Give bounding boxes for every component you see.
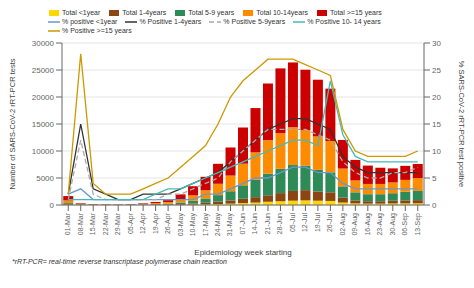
html-text:% Positive 1-4years: % Positive 1-4years bbox=[139, 18, 202, 25]
svg-text:15000: 15000 bbox=[32, 120, 55, 129]
svg-text:24-May: 24-May bbox=[214, 213, 222, 237]
svg-text:20: 20 bbox=[432, 93, 441, 102]
svg-text:5000: 5000 bbox=[36, 174, 54, 183]
svg-text:0: 0 bbox=[50, 201, 55, 210]
svg-text:23-Aug: 23-Aug bbox=[376, 213, 384, 236]
svg-text:05-Apr: 05-Apr bbox=[127, 212, 135, 234]
svg-text:Number of SARS-CoV-2 rRT-PCR t: Number of SARS-CoV-2 rRT-PCR tests bbox=[8, 58, 17, 189]
svg-text:Epidemiology week starting: Epidemiology week starting bbox=[194, 248, 291, 257]
svg-text:02-Aug: 02-Aug bbox=[339, 213, 347, 236]
svg-text:16-Aug: 16-Aug bbox=[364, 213, 372, 236]
svg-text:10000: 10000 bbox=[32, 147, 55, 156]
svg-text:06-Sep: 06-Sep bbox=[401, 213, 409, 236]
svg-text:25: 25 bbox=[432, 66, 441, 75]
svg-text:30-Aug: 30-Aug bbox=[389, 213, 397, 236]
html-text:% Positive >=15 years: % Positive >=15 years bbox=[62, 27, 132, 34]
svg-text:01-Mar: 01-Mar bbox=[64, 212, 71, 235]
svg-text:21-Jun: 21-Jun bbox=[264, 213, 271, 235]
svg-text:12-Jul: 12-Jul bbox=[301, 213, 308, 233]
svg-text:30: 30 bbox=[432, 39, 441, 48]
html-text:Total <1year: Total <1year bbox=[62, 9, 101, 16]
svg-text:15-Mar: 15-Mar bbox=[89, 212, 96, 235]
svg-text:25000: 25000 bbox=[32, 66, 55, 75]
html-text:% Positive 10- 14 years: % Positive 10- 14 years bbox=[307, 18, 381, 25]
svg-text:15: 15 bbox=[432, 120, 441, 129]
html-text:% Positive 5-9years: % Positive 5-9years bbox=[223, 18, 286, 25]
svg-text:07-Jun: 07-Jun bbox=[239, 213, 246, 235]
svg-text:29-Mar: 29-Mar bbox=[114, 212, 121, 235]
html-text:Total 10-14years: Total 10-14years bbox=[256, 9, 308, 16]
html-text:Total >=15 years: Total >=15 years bbox=[330, 9, 382, 16]
svg-text:12-Apr: 12-Apr bbox=[139, 212, 147, 234]
svg-text:17-May: 17-May bbox=[202, 213, 210, 237]
svg-text:19-Jul: 19-Jul bbox=[314, 213, 321, 233]
svg-text:09-Aug: 09-Aug bbox=[351, 213, 359, 236]
svg-text:% SARS-CoV-2 rRT-PCR test posi: % SARS-CoV-2 rRT-PCR test positive bbox=[457, 61, 466, 188]
svg-text:08-Mar: 08-Mar bbox=[77, 212, 84, 235]
svg-text:13-Sep: 13-Sep bbox=[414, 213, 422, 236]
svg-text:31-May: 31-May bbox=[226, 213, 234, 237]
html-text:Total 5-9 years: Total 5-9 years bbox=[188, 9, 235, 16]
svg-text:30000: 30000 bbox=[32, 39, 55, 48]
svg-text:26-Jul: 26-Jul bbox=[326, 213, 333, 233]
svg-text:14-Jun: 14-Jun bbox=[251, 213, 258, 235]
svg-text:19-Apr: 19-Apr bbox=[152, 212, 160, 234]
svg-text:5: 5 bbox=[432, 174, 437, 183]
html-text:% positive <1year: % positive <1year bbox=[62, 18, 118, 25]
html-text:Total 1-4years: Total 1-4years bbox=[122, 9, 167, 16]
svg-text:03-May: 03-May bbox=[177, 213, 185, 237]
svg-text:10: 10 bbox=[432, 147, 441, 156]
svg-text:22-Mar: 22-Mar bbox=[102, 212, 109, 235]
svg-text:20000: 20000 bbox=[32, 93, 55, 102]
svg-text:28-Jun: 28-Jun bbox=[276, 213, 283, 235]
svg-text:10-May: 10-May bbox=[189, 213, 197, 237]
svg-text:05-Jul: 05-Jul bbox=[289, 213, 296, 233]
svg-text:0: 0 bbox=[432, 201, 437, 210]
svg-text:26-Apr: 26-Apr bbox=[164, 212, 172, 234]
html-text:*rRT-PCR= real-time reverse tr: *rRT-PCR= real-time reverse transcriptas… bbox=[12, 258, 227, 265]
